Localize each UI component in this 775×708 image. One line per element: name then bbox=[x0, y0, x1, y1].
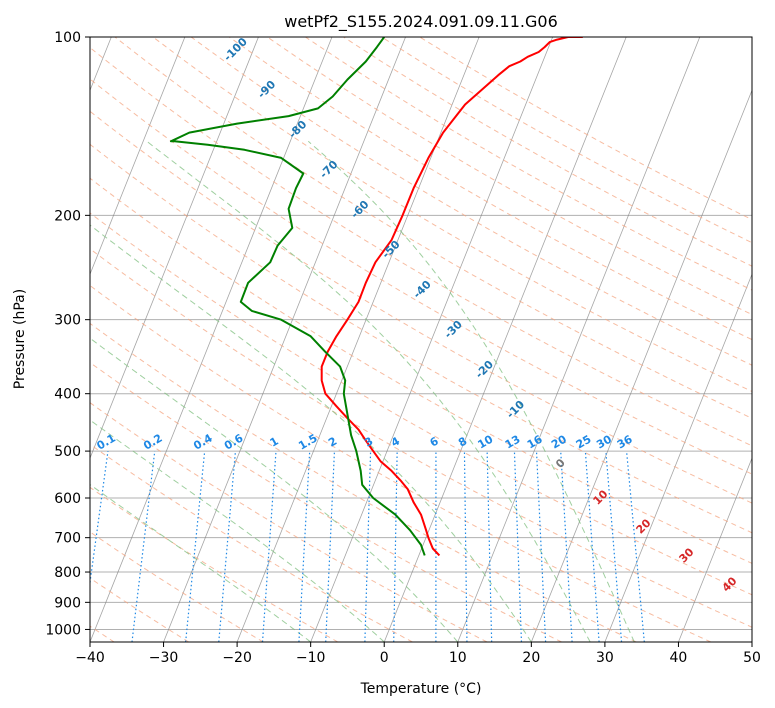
dry-adiabat-line bbox=[90, 212, 752, 596]
dry-adiabat-line bbox=[90, 486, 339, 642]
y-axis-ticks: 100 200 300 400 500 600 700 800 900 1000 bbox=[45, 30, 90, 638]
mixing-ratio-line bbox=[90, 451, 109, 587]
y-tick-label: 900 bbox=[54, 595, 81, 611]
y-tick-label: 300 bbox=[54, 313, 81, 329]
isotherm-line bbox=[457, 37, 701, 642]
isotherm-line bbox=[90, 37, 333, 642]
dry-adiabat-line bbox=[190, 37, 752, 366]
isotherm-line bbox=[530, 89, 752, 642]
isotherm-line bbox=[310, 37, 554, 642]
isotherm-line bbox=[678, 457, 752, 642]
x-tick-label: 30 bbox=[596, 650, 614, 666]
x-axis-label: Temperature (°C) bbox=[360, 681, 482, 697]
mixing-ratio-line bbox=[131, 451, 156, 642]
x-tick-label: 40 bbox=[670, 650, 688, 666]
dry-adiabat-line bbox=[114, 37, 752, 419]
x-axis-ticks: −40 −30 −20 −10 0 10 20 30 40 50 bbox=[75, 642, 761, 666]
dry-adiabat-line bbox=[90, 531, 264, 642]
y-tick-label: 700 bbox=[54, 531, 81, 547]
dry-adiabat-line bbox=[90, 143, 752, 534]
y-axis-label: Pressure (hPa) bbox=[12, 289, 28, 389]
isotherm-line bbox=[383, 37, 627, 642]
y-tick-label: 200 bbox=[54, 208, 81, 224]
dry-adiabat-line bbox=[90, 361, 562, 642]
x-tick-label: 10 bbox=[449, 650, 467, 666]
isotherm-line bbox=[236, 37, 480, 642]
x-tick-label: −40 bbox=[75, 650, 105, 666]
isotherm-line bbox=[90, 37, 259, 460]
dry-adiabat-line bbox=[90, 248, 752, 628]
x-tick-label: 0 bbox=[380, 650, 389, 666]
isotherm-line bbox=[604, 273, 752, 642]
moist-adiabat-line bbox=[307, 140, 635, 642]
dry-adiabat-line bbox=[267, 37, 752, 316]
moist-adiabat-line bbox=[146, 140, 591, 642]
dry-adiabat-line bbox=[90, 322, 637, 642]
x-tick-label: −20 bbox=[222, 650, 252, 666]
isotherm-line bbox=[163, 37, 406, 642]
dry-adiabat-line bbox=[90, 284, 712, 642]
moist-adiabat-line bbox=[90, 419, 385, 642]
dry-adiabat-line bbox=[90, 110, 752, 504]
moist-adiabat-line bbox=[90, 224, 532, 642]
dewpoint-line bbox=[169, 37, 426, 556]
plot-frame bbox=[89, 36, 753, 643]
x-tick-label: 20 bbox=[522, 650, 540, 666]
y-tick-label: 600 bbox=[54, 491, 81, 507]
x-tick-label: −30 bbox=[149, 650, 179, 666]
isotherm-line bbox=[90, 37, 186, 276]
y-tick-label: 100 bbox=[54, 30, 81, 46]
temperature-line bbox=[320, 37, 583, 557]
y-tick-label: 1000 bbox=[45, 622, 81, 638]
y-tick-label: 800 bbox=[54, 565, 81, 581]
y-tick-label: 400 bbox=[54, 387, 81, 403]
dry-adiabat-line bbox=[90, 78, 752, 475]
dry-adiabat-line bbox=[90, 46, 752, 447]
chart-title: wetPf2_S155.2024.091.09.11.G06 bbox=[284, 12, 558, 32]
moist-adiabat-line bbox=[90, 337, 459, 642]
x-tick-label: −10 bbox=[296, 650, 326, 666]
sounding-lines bbox=[169, 37, 583, 557]
x-tick-label: 50 bbox=[743, 650, 761, 666]
background-lines bbox=[90, 37, 752, 642]
y-tick-label: 500 bbox=[54, 444, 81, 460]
